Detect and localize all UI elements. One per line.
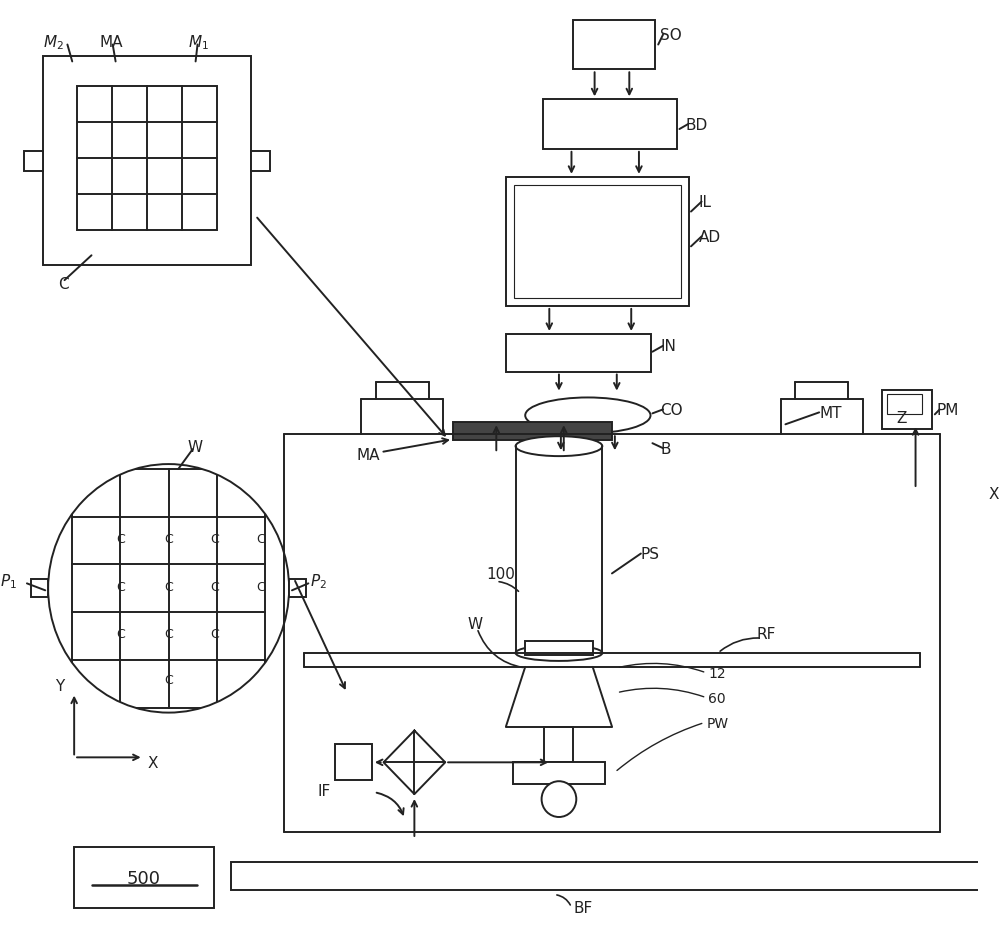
Bar [543,100,677,149]
Text: 500: 500 [127,869,161,886]
Bar [31,580,48,598]
Bar [453,423,612,441]
Text: B: B [660,441,671,456]
Text: PS: PS [641,546,660,562]
Text: C: C [116,627,125,640]
Text: C: C [164,674,173,686]
Bar [887,395,922,415]
Text: C: C [210,580,219,593]
Text: 60: 60 [708,691,726,705]
Ellipse shape [525,398,651,434]
Text: BF: BF [573,900,593,915]
Circle shape [48,465,289,713]
Text: C: C [58,276,68,291]
Text: BD: BD [685,117,707,132]
Bar [43,57,251,266]
Text: IN: IN [660,339,676,354]
Text: 100: 100 [487,566,516,582]
Circle shape [542,782,576,817]
Text: Y: Y [55,679,64,694]
Bar [544,726,573,763]
Text: X: X [147,755,158,770]
Text: IF: IF [318,783,331,798]
Text: C: C [164,532,173,545]
Text: C: C [210,627,219,640]
Text: C: C [164,580,173,593]
Text: AD: AD [699,229,721,245]
Text: PW: PW [706,716,729,730]
Bar [573,21,655,70]
Text: CO: CO [660,403,683,417]
Text: $P_2$: $P_2$ [310,571,327,590]
Text: 12: 12 [708,666,726,680]
Text: MA: MA [99,35,123,50]
Text: $M_1$: $M_1$ [188,33,209,51]
Text: Z: Z [896,410,906,426]
Text: MA: MA [357,447,380,462]
Bar [514,186,681,299]
Bar [251,151,270,171]
Text: C: C [116,580,125,593]
Text: SO: SO [660,28,682,43]
Text: C: C [164,627,173,640]
Text: W: W [467,616,483,631]
Bar [506,178,689,307]
Text: C: C [256,532,265,545]
Bar [77,88,217,231]
Text: X: X [989,486,999,502]
Text: IL: IL [699,195,712,209]
Bar [74,847,214,908]
Bar [335,744,372,781]
Bar [231,862,993,889]
Text: C: C [256,580,265,593]
Bar [24,151,43,171]
Text: MT: MT [819,406,842,421]
Text: RF: RF [757,625,776,641]
Text: $P_1$: $P_1$ [0,571,17,590]
Text: PM: PM [937,403,959,417]
Bar [289,580,306,598]
Text: $M_2$: $M_2$ [43,33,64,51]
Text: C: C [116,532,125,545]
Bar [513,763,605,784]
Text: C: C [210,532,219,545]
Ellipse shape [516,645,602,662]
Text: W: W [188,439,203,454]
Bar [882,390,932,429]
Ellipse shape [516,437,602,457]
Bar [506,334,651,372]
Bar [525,642,593,655]
